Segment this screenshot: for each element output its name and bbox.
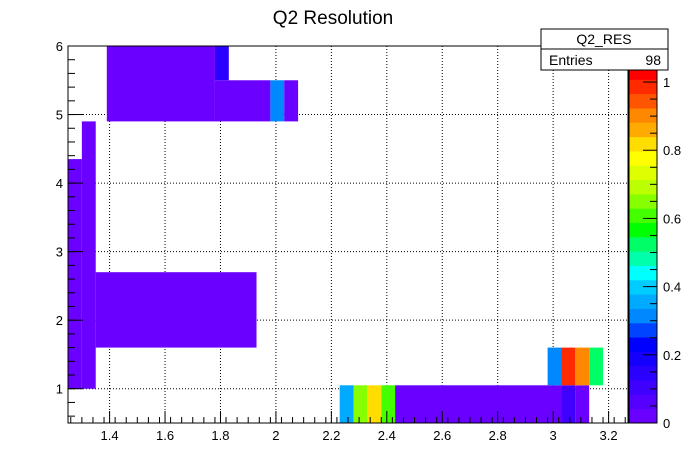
x-tick-label: 2.2: [322, 428, 340, 443]
palette-swatch: [629, 222, 657, 238]
palette-swatch: [629, 265, 657, 281]
y-tick-label: 1: [56, 382, 63, 397]
stats-name: Q2_RES: [576, 31, 631, 47]
palette-swatch: [629, 308, 657, 324]
palette-swatch: [629, 107, 657, 123]
color-palette: 0 0.2 0.4 0.6 0.8 1: [628, 64, 681, 431]
heatmap-cell: [367, 385, 382, 423]
heatmap-cell: [106, 46, 215, 122]
heatmap-cell: [339, 385, 354, 423]
stats-box: Q2_RES Entries 98: [540, 28, 669, 71]
heatmap-cell: [575, 347, 590, 386]
palette-swatch: [629, 380, 657, 395]
x-tick-label: 2.6: [433, 428, 451, 443]
stats-entries-label: Entries: [549, 52, 593, 68]
x-tick-label: 1.8: [211, 428, 229, 443]
palette-tick-label: 0.4: [663, 280, 681, 295]
palette-swatch: [629, 165, 657, 181]
palette-tick-label: 0.6: [663, 211, 681, 226]
palette-swatch: [629, 93, 657, 109]
heatmap-cells: [68, 46, 604, 423]
palette-swatch: [629, 136, 657, 152]
chart-title: Q2 Resolution: [273, 8, 393, 29]
heatmap-cell: [214, 46, 229, 81]
heatmap-cell: [547, 347, 562, 386]
palette-tick-label: 0.2: [663, 348, 681, 363]
palette-swatch: [629, 279, 657, 295]
palette-swatch: [629, 122, 657, 138]
stats-entries-value: 98: [645, 52, 661, 68]
axes: 1.4 1.6 1.8 2 2.2 2.4 2.6 2.8 3 3.2 1 2 3 4 5 6: [56, 39, 629, 443]
x-tick-label: 2: [272, 428, 279, 443]
x-tick-label: 1.4: [101, 428, 119, 443]
heatmap-cell: [270, 80, 285, 122]
palette-swatch: [629, 150, 657, 166]
heatmap-cell: [214, 80, 271, 122]
palette-tick-label: 1: [663, 75, 670, 90]
heatmap-cell: [381, 385, 396, 423]
palette-swatch: [629, 208, 657, 224]
palette-swatch: [629, 365, 657, 381]
palette-swatch: [629, 236, 657, 252]
palette-swatch: [629, 408, 657, 424]
y-tick-label: 6: [56, 39, 63, 54]
heatmap-cell: [395, 385, 562, 423]
y-tick-label: 3: [56, 245, 63, 260]
heatmap-cell: [68, 159, 82, 389]
palette-swatch: [629, 251, 657, 266]
palette-swatch: [629, 337, 657, 352]
palette-swatch: [629, 294, 657, 309]
heatmap-cell: [561, 347, 576, 386]
palette-swatch: [629, 193, 657, 209]
heatmap-cell: [353, 385, 368, 423]
x-tick-label: 2.8: [489, 428, 507, 443]
heatmap-cell: [561, 385, 576, 423]
heatmap-cell: [284, 80, 299, 122]
palette-swatch: [629, 351, 657, 367]
y-tick-label: 4: [56, 176, 63, 191]
x-tick-label: 2.4: [378, 428, 396, 443]
x-tick-label: 3: [550, 428, 557, 443]
palette-swatch: [629, 322, 657, 338]
heatmap-cell: [575, 385, 590, 423]
heatmap-cell: [95, 272, 257, 348]
y-tick-label: 2: [56, 313, 63, 328]
heatmap-cell: [81, 121, 96, 389]
heatmap-cell: [589, 347, 604, 386]
y-tick-label: 5: [56, 108, 63, 123]
x-tick-label: 1.6: [156, 428, 174, 443]
palette-swatch: [629, 79, 657, 95]
x-tick-label: 3.2: [600, 428, 618, 443]
palette-tick-label: 0: [663, 416, 670, 431]
palette-swatch: [629, 394, 657, 410]
palette-swatch: [629, 179, 657, 195]
palette-tick-label: 0.8: [663, 143, 681, 158]
